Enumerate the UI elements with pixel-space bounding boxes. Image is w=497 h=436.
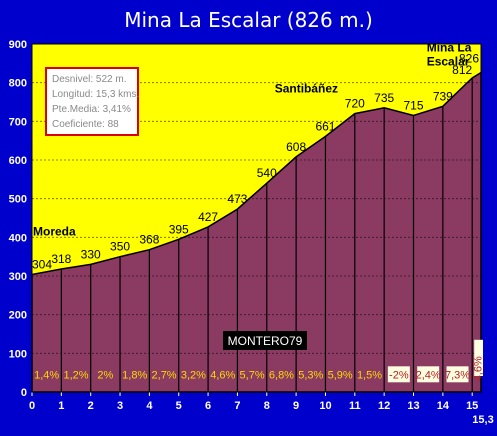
x-tick-label: 6 — [205, 400, 211, 412]
elevation-label: 739 — [433, 89, 453, 103]
y-tick-label: 700 — [9, 116, 27, 128]
gradient-label: 6,8% — [269, 369, 294, 381]
elevation-label: 661 — [315, 119, 335, 133]
gradient-label: 7,3% — [445, 369, 470, 381]
x-tick-label: 8 — [264, 400, 270, 412]
x-tick-label: 10 — [319, 400, 331, 412]
gradient-label: 5,7% — [240, 369, 265, 381]
elevation-label: 720 — [345, 97, 365, 111]
elevation-label: 330 — [81, 247, 101, 261]
x-tick-label: 4 — [146, 400, 153, 412]
place-label-escalar: Escalar — [427, 54, 470, 68]
plot-frame — [31, 43, 482, 393]
elevation-label: 427 — [198, 210, 218, 224]
gradient-label: 5,3% — [298, 369, 323, 381]
info-box-line: Longitud: 15,3 kms. — [52, 89, 139, 100]
x-tick-label: 9 — [293, 400, 299, 412]
y-tick-label: 100 — [9, 348, 27, 360]
elevation-area — [31, 71, 482, 393]
y-tick-label: 800 — [9, 78, 27, 90]
gradient-label: 5,9% — [328, 369, 353, 381]
elevation-label: 608 — [286, 140, 306, 154]
elevation-label: 715 — [403, 99, 423, 113]
y-tick-label: 0 — [21, 387, 27, 399]
gradient-label: 4,6% — [473, 356, 485, 381]
gradient-highlight-box — [387, 366, 410, 383]
elevation-label: 473 — [227, 192, 247, 206]
gradient-highlight-box — [446, 366, 469, 383]
gradient-label: 3,2% — [181, 369, 206, 381]
elevation-label: 304 — [32, 257, 52, 271]
elevation-label: 318 — [51, 252, 71, 266]
elevation-label: 395 — [169, 222, 189, 236]
gradient-highlight-box — [474, 339, 483, 376]
x-tick-label: 13 — [407, 400, 419, 412]
gradient-label: 1,5% — [357, 369, 382, 381]
gradient-highlight-box — [417, 366, 440, 383]
gradient-label: 1,2% — [63, 369, 88, 381]
x-tick-label: 7 — [234, 400, 240, 412]
x-tick-label: 3 — [117, 400, 123, 412]
x-tick-label: 14 — [437, 400, 450, 412]
y-tick-label: 500 — [9, 194, 27, 206]
info-box — [45, 67, 139, 136]
place-label-mina-la: Mina La — [427, 41, 472, 55]
watermark-box — [223, 331, 307, 350]
elevation-label: 735 — [374, 91, 394, 105]
chart-title: Mina La Escalar (826 m.) — [124, 8, 373, 32]
place-label-moreda: Moreda — [33, 224, 76, 238]
elevation-label: 826 — [459, 52, 479, 66]
x-end-label: 15,3 — [472, 414, 493, 426]
elevation-label: 812 — [452, 63, 472, 77]
info-box-line: Coeficiente: 88 — [52, 119, 119, 130]
elevation-label: 350 — [110, 240, 130, 254]
gradient-label: 1,8% — [122, 369, 147, 381]
y-tick-label: 600 — [9, 155, 27, 167]
info-box-line: Pte.Media: 3,41% — [52, 104, 131, 115]
gradient-label: 2,7% — [152, 369, 177, 381]
gradient-label: -2% — [389, 369, 409, 381]
x-tick-label: 15 — [466, 400, 478, 412]
elevation-label: 368 — [139, 233, 159, 247]
gradient-label: 1,4% — [34, 369, 59, 381]
x-tick-label: 0 — [29, 400, 35, 412]
watermark-text: MONTERO79 — [228, 334, 303, 348]
y-tick-label: 300 — [9, 271, 27, 283]
y-tick-label: 900 — [9, 39, 27, 51]
info-box-line: Desnivel: 522 m. — [52, 74, 126, 85]
x-tick-label: 11 — [349, 400, 361, 412]
gradient-label: 2% — [97, 369, 113, 381]
gradient-label: 2,4% — [416, 369, 441, 381]
place-label-santibanez: Santibáñez — [275, 81, 338, 95]
y-tick-label: 200 — [9, 310, 27, 322]
gradient-label: 4,6% — [210, 369, 235, 381]
x-tick-label: 12 — [378, 400, 390, 412]
y-tick-label: 400 — [9, 232, 27, 244]
x-tick-label: 5 — [176, 400, 182, 412]
x-tick-label: 1 — [58, 400, 64, 412]
x-tick-label: 2 — [88, 400, 94, 412]
elevation-label: 540 — [257, 166, 277, 180]
